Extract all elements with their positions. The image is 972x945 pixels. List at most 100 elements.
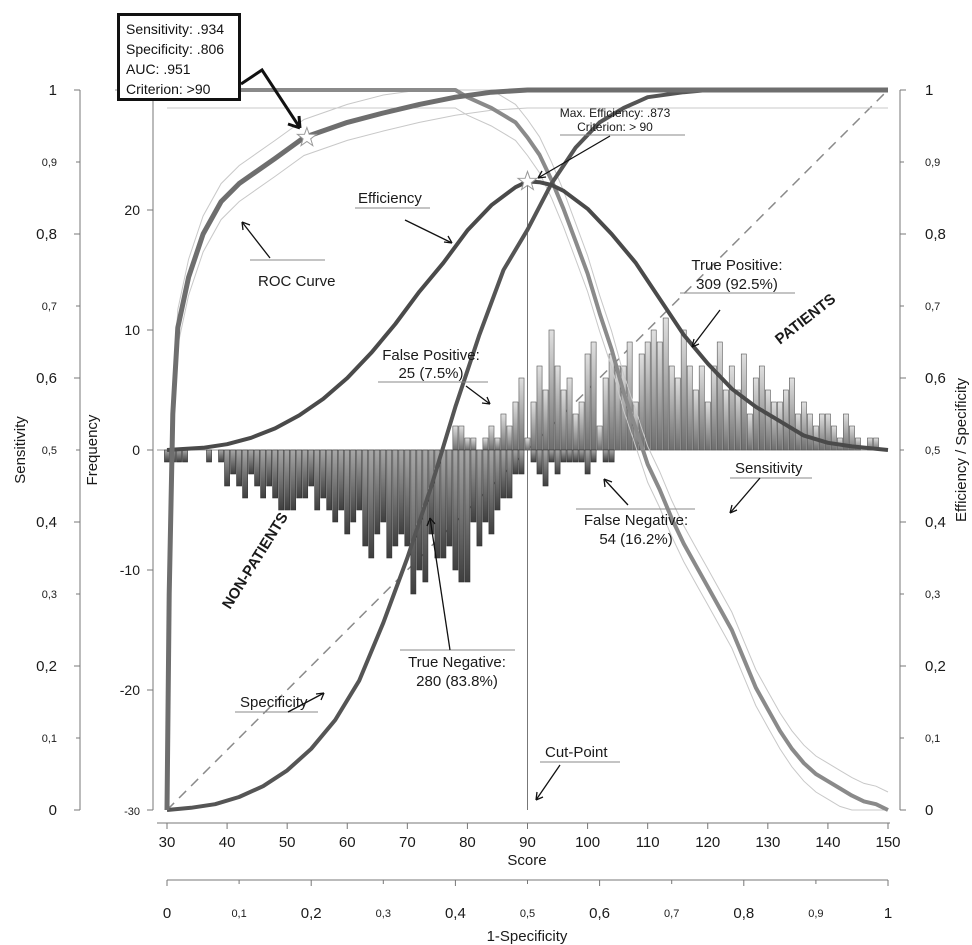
score-tick-label: 100 <box>575 834 600 851</box>
score-tick-label: 90 <box>519 834 536 851</box>
patient-frequency-bar <box>650 329 657 451</box>
specificity-curve-label: Specificity <box>240 694 308 711</box>
patient-frequency-bar <box>789 377 795 451</box>
nonpatient-frequency-bar <box>572 449 579 463</box>
sensitivity-minor-tick-label: 0,7 <box>42 301 57 313</box>
score-tick-label: 150 <box>875 834 900 851</box>
right-minor-tick-label: 0,7 <box>925 301 940 313</box>
nonpatient-frequency-bar <box>218 449 224 463</box>
right-minor-tick-label: 0,9 <box>925 157 940 169</box>
sensitivity-minor-tick-label: 0,3 <box>42 589 57 601</box>
frequency-tick-label: 10 <box>124 322 140 338</box>
patient-frequency-bar <box>704 401 711 451</box>
patient-frequency-bar <box>578 401 585 451</box>
patient-frequency-bar <box>668 365 675 451</box>
x2-minor-tick-label: 0,3 <box>376 908 391 920</box>
nonpatient-frequency-bar <box>314 449 321 511</box>
patient-frequency-bar <box>494 437 501 451</box>
nonpatient-frequency-bar <box>176 449 182 463</box>
patient-frequency-bar <box>596 425 603 451</box>
score-tick-label: 120 <box>695 834 720 851</box>
x2-major-tick-label: 0 <box>163 905 171 922</box>
nonpatient-frequency-bar <box>278 449 285 511</box>
nonpatient-frequency-bar <box>512 449 519 475</box>
patient-frequency-bar <box>843 413 849 451</box>
x2-minor-tick-label: 0,1 <box>231 908 246 920</box>
nonpatient-frequency-bar <box>446 449 453 547</box>
patient-frequency-bar <box>740 353 747 451</box>
patient-frequency-bar <box>566 377 573 451</box>
patient-frequency-bar <box>506 425 513 451</box>
patient-frequency-bar <box>783 389 789 451</box>
patient-frequency-bar <box>698 365 705 451</box>
nonpatient-frequency-bar <box>434 449 441 559</box>
patient-frequency-bar <box>692 389 699 451</box>
patient-frequency-bar <box>674 377 681 451</box>
efficiency-label-arrowhead <box>443 235 453 244</box>
nonpatient-frequency-bar <box>578 449 585 463</box>
nonpatient-frequency-bar <box>308 449 315 487</box>
frequency-tick-label: -20 <box>120 682 140 698</box>
nonpatient-frequency-bar <box>518 449 525 475</box>
right-major-tick-label: 0,2 <box>925 658 946 675</box>
nonpatient-frequency-bar <box>488 449 495 535</box>
nonpatient-frequency-bar <box>206 449 212 463</box>
sensitivity-major-tick-label: 0,8 <box>36 226 57 243</box>
nonpatient-frequency-bar <box>458 449 465 583</box>
patient-frequency-bar <box>764 389 771 451</box>
right-major-tick-label: 0 <box>925 802 933 819</box>
score-tick-label: 80 <box>459 834 476 851</box>
nonpatient-frequency-bar <box>416 449 423 571</box>
patient-frequency-bar <box>746 413 753 451</box>
curves-layer <box>164 87 889 812</box>
sensitivity-axis-title: Sensitivity <box>12 416 29 484</box>
x2-major-tick-label: 0,4 <box>445 905 466 922</box>
cut-point-arrow <box>535 764 561 801</box>
frequency-tick-label: -30 <box>124 806 140 818</box>
right-minor-tick-label: 0,1 <box>925 733 940 745</box>
x2-major-tick-label: 0,2 <box>301 905 322 922</box>
annotation-arrows <box>241 135 761 801</box>
x2-minor-tick-label: 0,9 <box>808 908 823 920</box>
right-minor-tick-label: 0,3 <box>925 589 940 601</box>
false-positive-arrow <box>465 385 491 405</box>
patient-frequency-bar <box>470 437 477 451</box>
x2-major-tick-label: 0,8 <box>733 905 754 922</box>
patient-frequency-bar <box>464 437 471 451</box>
false-positive-value: 25 (7.5%) <box>398 365 463 382</box>
annotation-box-callout <box>240 67 302 129</box>
nonpatient-frequency-bar <box>464 449 471 583</box>
nonpatient-frequency-bar <box>344 449 351 535</box>
right-major-tick-label: 0,8 <box>925 226 946 243</box>
nonpatient-frequency-bar <box>530 449 537 463</box>
nonpatient-frequency-bar <box>380 449 387 523</box>
score-tick-label: 70 <box>399 834 416 851</box>
roc-label-arrow <box>241 221 271 259</box>
false-negative-arrowhead <box>603 478 613 488</box>
nonpatient-frequency-bar <box>236 449 242 487</box>
nonpatient-frequency-bar <box>476 449 483 547</box>
patient-frequency-bar <box>801 401 807 451</box>
patient-frequency-bar <box>819 413 825 451</box>
specificity-curve <box>166 88 888 812</box>
patients-label: PATIENTS <box>772 290 839 348</box>
false-negative-value: 54 (16.2%) <box>599 531 672 548</box>
nonpatient-frequency-bar <box>356 449 363 511</box>
patient-frequency-bar <box>590 341 597 451</box>
sensitivity-major-tick-label: 0 <box>49 802 57 819</box>
roc-label-arrowhead <box>241 221 251 231</box>
nonpatient-frequency-bar <box>284 449 291 511</box>
patient-frequency-bar <box>662 317 669 451</box>
frequency-tick-label: -10 <box>120 562 140 578</box>
nonpatient-frequency-bar <box>254 449 260 487</box>
roc-summary-box: Sensitivity: .934 Specificity: .806 AUC:… <box>117 13 241 101</box>
nonpatient-frequency-bar <box>404 449 411 547</box>
x2-minor-tick-label: 0,7 <box>664 908 679 920</box>
false-positive-label: False Positive: <box>382 347 480 364</box>
nonpatient-frequency-bar <box>182 449 188 463</box>
sensitivity-major-tick-label: 0,4 <box>36 514 57 531</box>
patient-frequency-bar <box>644 341 651 451</box>
patient-frequency-bar <box>560 389 567 451</box>
sensitivity-minor-tick-label: 0,5 <box>42 445 57 457</box>
